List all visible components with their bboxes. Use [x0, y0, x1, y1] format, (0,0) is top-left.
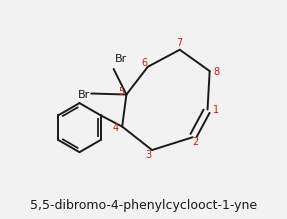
- Text: 3: 3: [146, 150, 152, 160]
- Text: 4: 4: [113, 123, 119, 133]
- Text: 5: 5: [118, 87, 124, 97]
- Text: Br: Br: [115, 54, 127, 64]
- Text: Br: Br: [78, 90, 90, 100]
- Text: 8: 8: [213, 67, 219, 76]
- Text: 1: 1: [213, 104, 219, 115]
- Text: 6: 6: [141, 58, 148, 67]
- Text: 5,5-dibromo-4-phenylcyclooct-1-yne: 5,5-dibromo-4-phenylcyclooct-1-yne: [30, 199, 257, 212]
- Text: 2: 2: [193, 136, 199, 147]
- Text: 7: 7: [177, 38, 183, 48]
